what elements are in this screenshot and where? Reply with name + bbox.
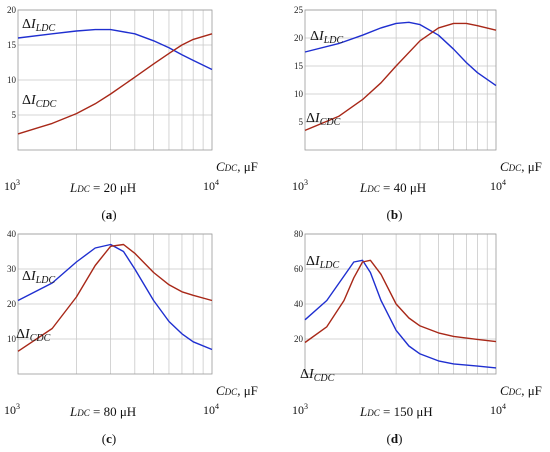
x-axis-label: CDC, μF	[500, 383, 542, 398]
parameter-label: LDC = 40 μH	[359, 180, 426, 195]
series-label-ldc: ΔILDC	[22, 269, 55, 286]
y-tick-label: 15	[294, 61, 304, 71]
x-tick-label: 104	[490, 402, 506, 417]
plot-frame	[304, 9, 497, 151]
y-tick-label: 20	[294, 334, 304, 344]
y-tick-label: 10	[294, 89, 304, 99]
series-line-ldc	[17, 28, 213, 71]
x-tick-label: 103	[292, 402, 308, 417]
series-line-cdc	[17, 243, 213, 352]
y-tick-label: 10	[7, 334, 17, 344]
series-label-cdc: ΔICDC	[16, 327, 51, 344]
series-label-ldc: ΔILDC	[22, 17, 55, 34]
series-line-ldc	[304, 259, 497, 369]
panel-caption: (b)	[387, 207, 403, 222]
x-axis-label: CDC, μF	[500, 159, 542, 174]
series-label-cdc: ΔICDC	[22, 93, 57, 110]
x-axis-label: CDC, μF	[216, 383, 258, 398]
y-tick-label: 15	[7, 40, 17, 50]
x-tick-label: 104	[490, 178, 506, 193]
series-line-cdc	[17, 33, 213, 135]
series-line-cdc	[304, 22, 497, 132]
series-label-ldc: ΔILDC	[310, 29, 343, 46]
y-tick-label: 25	[294, 5, 304, 15]
panel-caption: (c)	[102, 431, 116, 446]
plot-frame	[17, 233, 213, 375]
plot-frame	[17, 9, 213, 151]
y-tick-label: 10	[7, 75, 17, 85]
x-tick-label: 103	[4, 178, 20, 193]
series-label-cdc: ΔICDC	[306, 111, 341, 128]
y-tick-label: 5	[12, 110, 17, 120]
parameter-label: LDC = 150 μH	[359, 404, 433, 419]
plot-frame	[304, 233, 497, 375]
y-tick-label: 20	[7, 5, 17, 15]
x-tick-label: 103	[4, 402, 20, 417]
y-tick-label: 30	[7, 264, 17, 274]
y-tick-label: 20	[294, 33, 304, 43]
y-tick-label: 5	[299, 117, 304, 127]
y-tick-label: 40	[7, 229, 17, 239]
x-tick-label: 104	[203, 178, 219, 193]
y-tick-label: 80	[294, 229, 304, 239]
parameter-label: LDC = 20 μH	[69, 180, 136, 195]
series-line-ldc	[17, 243, 213, 351]
panel-caption: (d)	[387, 431, 403, 446]
series-line-ldc	[304, 21, 497, 87]
y-tick-label: 60	[294, 264, 304, 274]
y-tick-label: 40	[294, 299, 304, 309]
parameter-label: LDC = 80 μH	[69, 404, 136, 419]
series-line-cdc	[304, 259, 497, 344]
series-label-cdc: ΔICDC	[300, 367, 335, 384]
x-tick-label: 103	[292, 178, 308, 193]
x-tick-label: 104	[203, 402, 219, 417]
chart-panel-d: 20 40 60 80 103 104 CDC, μF LDC = 150 μH ΔILDC ΔI…	[292, 229, 542, 446]
chart-panel-b: 5 10 15 20 25 103 104 CDC, μF LDC = 40 μH ΔILDC ΔI…	[292, 5, 542, 222]
panel-caption: (a)	[101, 207, 116, 222]
chart-panel-a: 5 10 15 20 103 104 CDC, μF LDC = 20 μH ΔILDC ΔICD…	[4, 5, 258, 222]
chart-panel-c: 10 20 30 40 103 104 CDC, μF LDC = 80 μH ΔILDC ΔIC…	[4, 229, 258, 446]
series-label-ldc: ΔILDC	[306, 254, 339, 271]
y-tick-label: 20	[7, 299, 17, 309]
x-axis-label: CDC, μF	[216, 159, 258, 174]
